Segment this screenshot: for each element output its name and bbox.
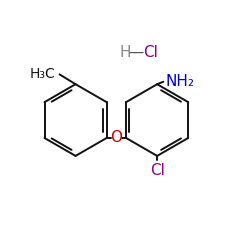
Text: —: — [128,44,144,60]
Text: H: H [119,44,131,60]
Text: NH₂: NH₂ [166,74,195,89]
Text: Cl: Cl [150,163,164,178]
Text: O: O [110,130,122,146]
Text: Cl: Cl [144,44,158,60]
Text: H₃C: H₃C [30,67,56,81]
